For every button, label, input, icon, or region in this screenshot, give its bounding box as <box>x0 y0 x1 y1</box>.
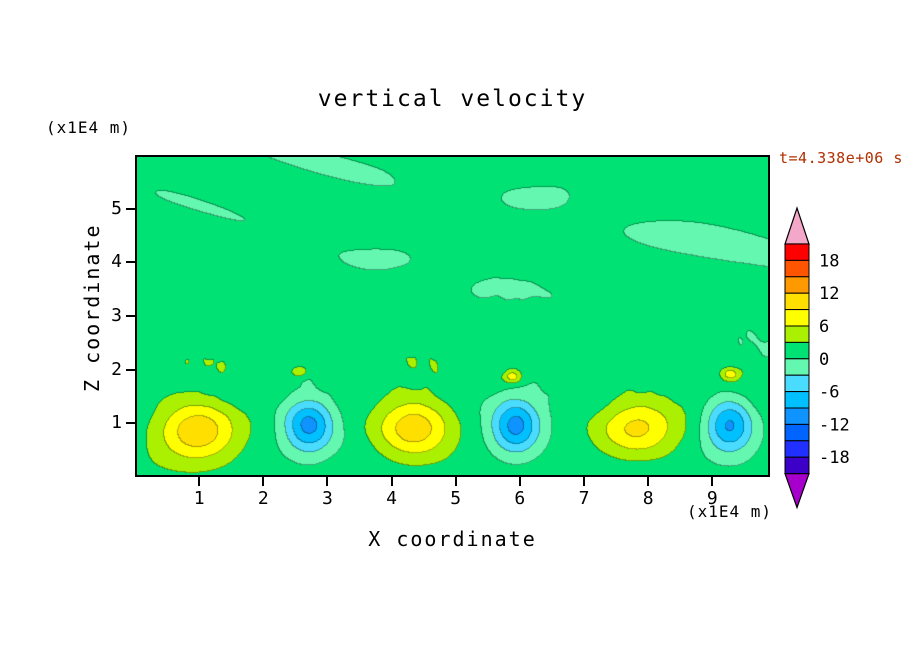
colorbar: 18 12 6 0 -6 -12 -18 <box>784 206 850 510</box>
colorbar-band <box>784 456 810 475</box>
y-tick-label: 4 <box>111 251 122 273</box>
colorbar-band <box>784 423 810 442</box>
x-tick-label: 8 <box>642 488 654 509</box>
colorbar-band <box>784 243 810 261</box>
x-axis-unit: (x1E4 m) <box>686 502 772 521</box>
y-tick-label: 5 <box>111 197 122 219</box>
colorbar-band <box>784 391 810 409</box>
x-tick-mark <box>647 477 650 486</box>
plot-title: vertical velocity <box>317 86 588 112</box>
colorbar-band <box>784 440 810 458</box>
y-tick-mark <box>126 315 135 317</box>
colorbar-tick-label: 18 <box>819 251 839 271</box>
colorbar-tick-label: -12 <box>819 415 850 435</box>
x-tick-label: 4 <box>386 488 397 509</box>
x-tick-label: 3 <box>322 488 333 509</box>
colorbar-band <box>784 259 810 278</box>
y-axis-unit: (x1E4 m) <box>46 118 132 137</box>
colorbar-tick-label: -6 <box>819 383 839 403</box>
colorbar-tick-label: 6 <box>819 317 829 337</box>
x-tick-label: 6 <box>514 488 526 509</box>
colorbar-tick-label: 0 <box>819 350 829 370</box>
colorbar-band <box>784 276 810 294</box>
x-axis-label: X coordinate <box>368 527 537 551</box>
x-tick-mark <box>711 477 714 486</box>
x-tick-label: 9 <box>706 488 718 509</box>
colorbar-over-arrow <box>784 206 810 245</box>
x-tick-mark <box>262 477 265 486</box>
y-tick-mark <box>126 422 135 425</box>
x-tick-mark <box>198 477 201 486</box>
contour-field-canvas <box>137 157 768 475</box>
x-tick-label: 1 <box>193 488 205 509</box>
colorbar-band <box>784 374 810 393</box>
timestamp: t=4.338e+06 s <box>779 149 903 167</box>
y-tick-label: 1 <box>111 412 122 434</box>
colorbar-band <box>784 407 810 425</box>
x-tick-label: 7 <box>578 488 590 509</box>
colorbar-band <box>784 325 810 343</box>
colorbar-band <box>784 358 810 376</box>
x-tick-mark <box>582 477 585 486</box>
colorbar-band <box>784 292 810 311</box>
x-tick-mark <box>390 477 393 486</box>
colorbar-under-arrow <box>784 473 810 510</box>
colorbar-band <box>784 309 810 327</box>
y-tick-label: 3 <box>111 305 122 326</box>
x-tick-mark <box>518 477 521 486</box>
y-tick-label: 2 <box>111 358 122 380</box>
y-tick-mark <box>126 261 135 264</box>
x-tick-label: 5 <box>450 488 462 509</box>
plot-frame <box>135 155 770 477</box>
x-tick-mark <box>454 477 457 486</box>
colorbar-tick-label: 12 <box>819 284 839 304</box>
colorbar-band <box>784 341 810 360</box>
x-tick-label: 2 <box>257 488 269 509</box>
y-tick-mark <box>126 368 135 371</box>
y-tick-mark <box>126 207 135 210</box>
colorbar-tick-label: -18 <box>819 448 850 468</box>
x-tick-mark <box>326 477 329 486</box>
